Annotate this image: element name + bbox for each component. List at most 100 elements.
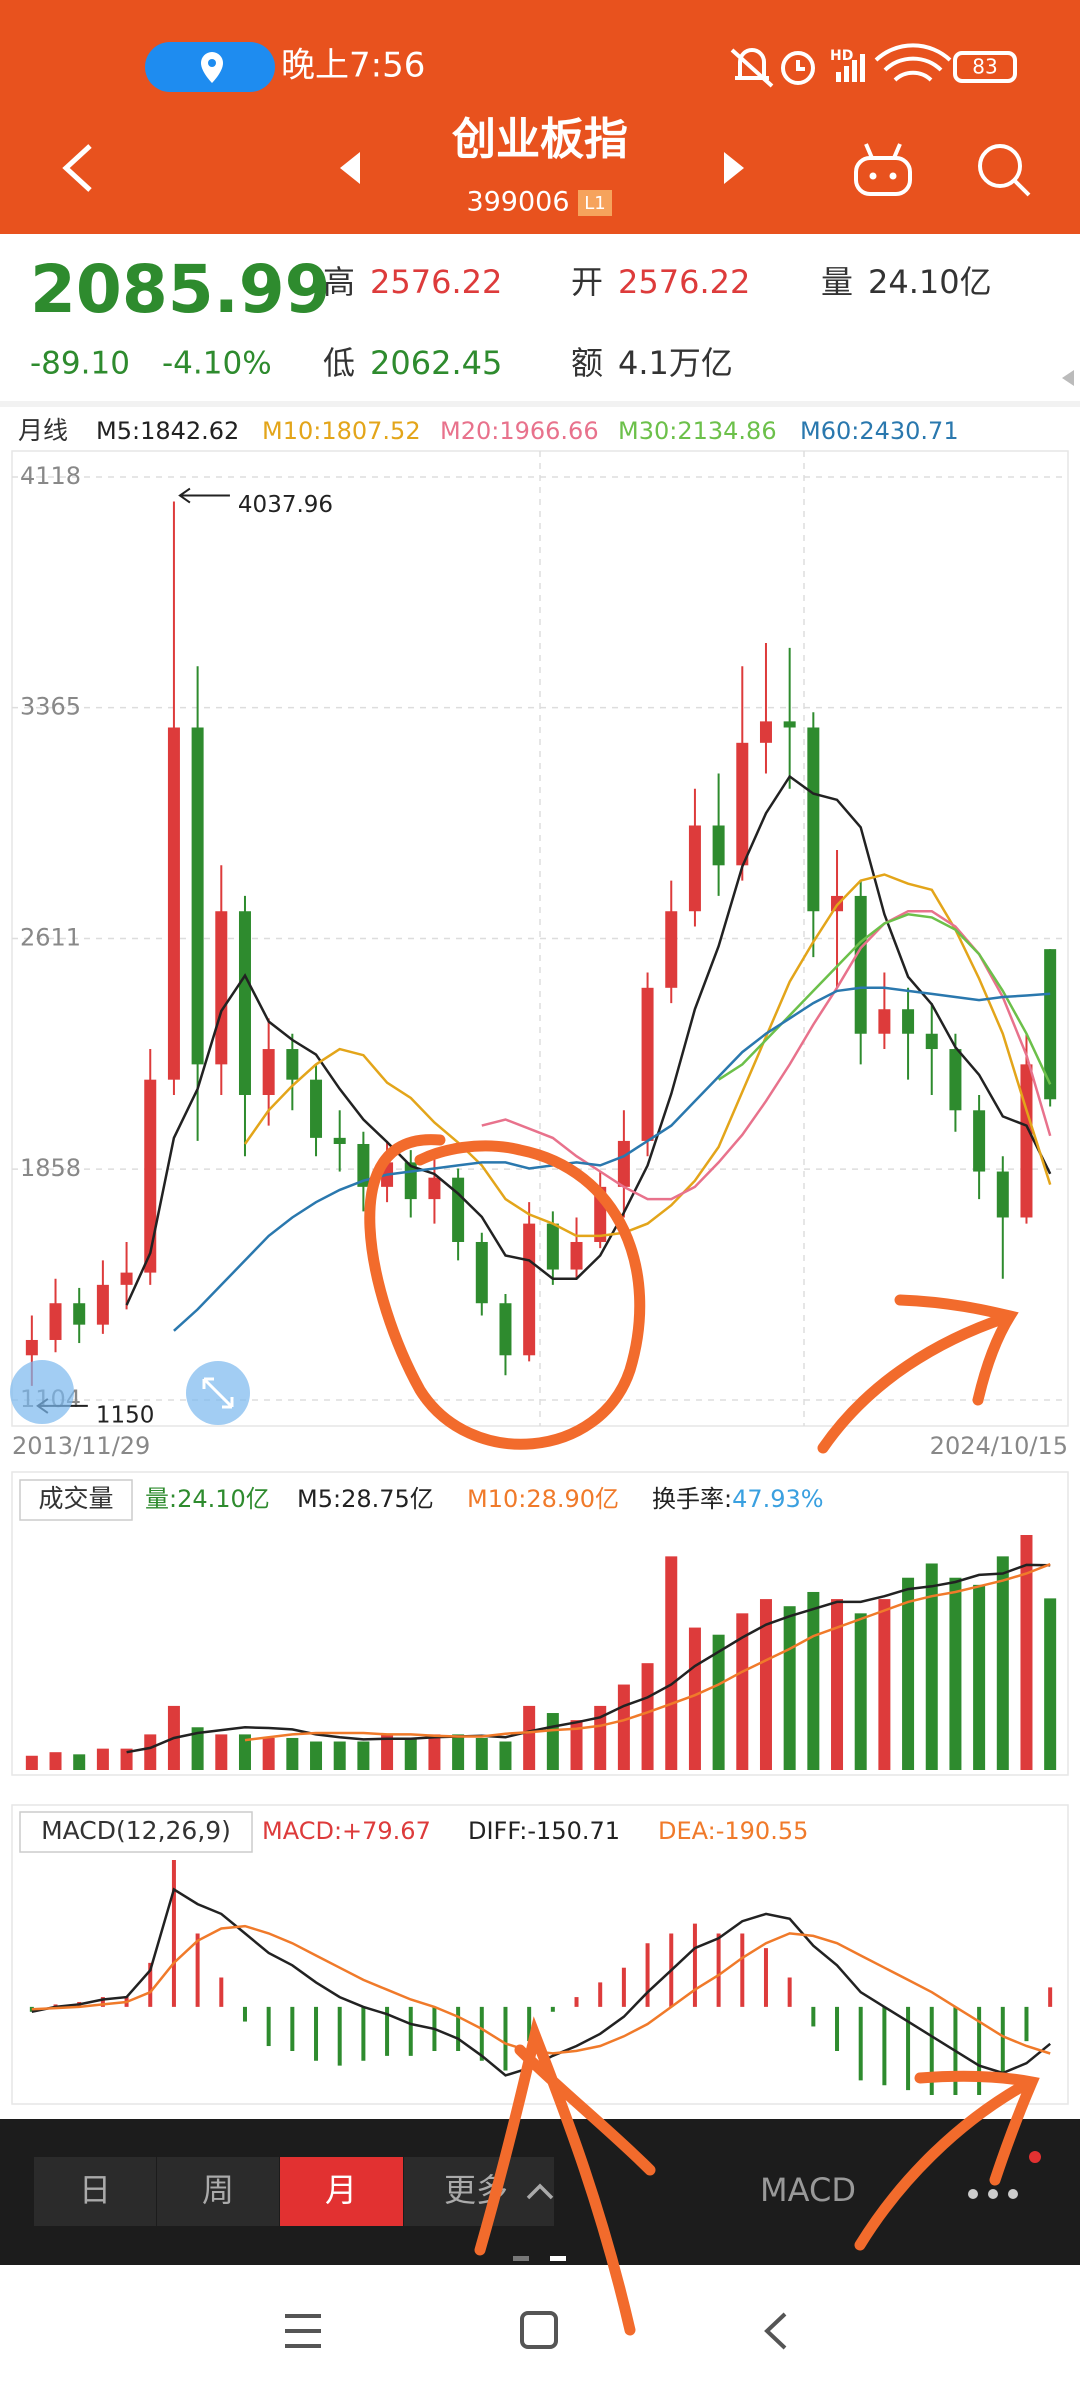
note-arrow xyxy=(178,487,230,504)
alarm-hands xyxy=(796,60,805,71)
kline-plot: M5:1842.62 M10:1807.52 M20:1966.66 M30:2134… xyxy=(12,417,1068,1460)
next-index-button[interactable] xyxy=(724,152,744,184)
volume-bar xyxy=(310,1741,323,1770)
back-button[interactable] xyxy=(62,144,92,192)
indicator-button[interactable]: MACD xyxy=(760,2171,856,2209)
volume-bar xyxy=(570,1720,583,1770)
notice-dot xyxy=(1029,2151,1041,2163)
volume-bar xyxy=(96,1748,109,1770)
dot xyxy=(1008,2189,1018,2199)
candle-body xyxy=(996,1171,1009,1218)
candle-body xyxy=(96,1284,109,1325)
volume-bar xyxy=(665,1556,678,1770)
volume-bar xyxy=(120,1748,133,1770)
legend-text: -190.55 xyxy=(716,1817,809,1845)
nav-menu[interactable] xyxy=(285,2314,321,2348)
search-button[interactable] xyxy=(978,144,1031,197)
search-lens xyxy=(978,144,1022,188)
robot-ears xyxy=(864,143,902,159)
y-tick-label: 3365 xyxy=(20,693,81,721)
candle-body xyxy=(191,727,204,1065)
index-title: 创业板指 xyxy=(452,114,628,165)
candle-body xyxy=(428,1177,441,1200)
volume-bar xyxy=(759,1599,772,1770)
expand-hint xyxy=(1062,370,1074,386)
signal-bar xyxy=(860,54,865,82)
volume-bar xyxy=(854,1613,867,1770)
high-value: 2576.22 xyxy=(370,263,502,301)
hand-annotations xyxy=(364,1134,1040,2336)
y-tick-label: 1858 xyxy=(20,1154,81,1182)
volume-bar xyxy=(949,1577,962,1770)
float-button[interactable] xyxy=(10,1360,74,1424)
volume-bar xyxy=(736,1613,749,1770)
ma-line xyxy=(173,986,1051,1332)
volume-bar xyxy=(144,1734,157,1770)
robot-eye xyxy=(889,172,897,180)
ma-line xyxy=(717,913,1052,1085)
candle-body xyxy=(120,1272,133,1285)
signal-bar xyxy=(852,60,857,82)
legend-text: 1966.66 xyxy=(499,417,598,445)
candle-body xyxy=(25,1339,38,1356)
high-label: 高 xyxy=(323,263,355,301)
candle-body xyxy=(1044,949,1057,1100)
period-label: 月线 xyxy=(18,416,68,445)
volume-bar xyxy=(712,1634,725,1770)
volume-bar xyxy=(499,1741,512,1770)
tab-week[interactable]: 周 xyxy=(202,2171,234,2209)
tab-day[interactable]: 日 xyxy=(79,2171,111,2209)
robot-head xyxy=(854,156,912,196)
robot-button[interactable] xyxy=(854,143,912,196)
fullscreen-icon xyxy=(202,1377,234,1409)
nav-back[interactable] xyxy=(764,2312,787,2350)
volume-ma-line xyxy=(126,1563,1051,1754)
candle-body xyxy=(215,911,228,1065)
nav-bar xyxy=(0,2265,1080,2400)
legend-item: M5:1842.62 xyxy=(96,417,239,445)
menu-dots[interactable] xyxy=(968,2189,1018,2199)
candle-body xyxy=(475,1241,488,1304)
alarm-icon xyxy=(781,51,815,85)
ma-line xyxy=(125,774,1052,1306)
pin-icon xyxy=(201,52,223,83)
tab-month[interactable]: 月 xyxy=(325,2171,357,2209)
volume-bar xyxy=(215,1734,228,1770)
volume-bar xyxy=(357,1741,370,1770)
volume-bar xyxy=(807,1591,820,1770)
volume-bar xyxy=(73,1754,86,1770)
volume-bar xyxy=(902,1577,915,1770)
candle-body xyxy=(973,1110,986,1172)
candle-body xyxy=(925,1033,938,1050)
status-icons xyxy=(730,43,1017,88)
dot xyxy=(968,2189,978,2199)
candle-body xyxy=(73,1303,86,1325)
ma-line xyxy=(243,873,1052,1238)
volume-bar xyxy=(831,1599,844,1770)
arrow-annotation xyxy=(817,1294,1019,1454)
tab-active-bg xyxy=(280,2157,403,2226)
legend-text: MACD: xyxy=(262,1817,342,1845)
volume-bar xyxy=(49,1752,62,1770)
legend-text: 1842.62 xyxy=(140,417,239,445)
wifi-icon xyxy=(874,43,952,82)
legend-item: M20:1966.66 xyxy=(440,417,599,445)
volume-bar xyxy=(286,1737,299,1770)
candle-body xyxy=(712,825,725,866)
arrow-annotation xyxy=(854,2070,1040,2251)
legend-item: M30:2134.86 xyxy=(618,417,777,445)
last-price: 2085.99 xyxy=(30,251,331,328)
nav-home[interactable] xyxy=(520,2311,558,2349)
legend-text: M60: xyxy=(800,417,859,445)
legend-text: +79.67 xyxy=(342,1817,431,1845)
pager xyxy=(513,2256,529,2261)
candle-body xyxy=(523,1223,536,1356)
volume-bar xyxy=(452,1734,465,1770)
candle-body xyxy=(902,1009,915,1034)
prev-index-button[interactable] xyxy=(340,152,360,184)
ma-line xyxy=(481,909,1052,1201)
candle-body xyxy=(310,1079,323,1138)
battery-level: 83 xyxy=(972,55,997,79)
volume-bar xyxy=(1044,1598,1057,1770)
candle-body xyxy=(286,1049,299,1080)
